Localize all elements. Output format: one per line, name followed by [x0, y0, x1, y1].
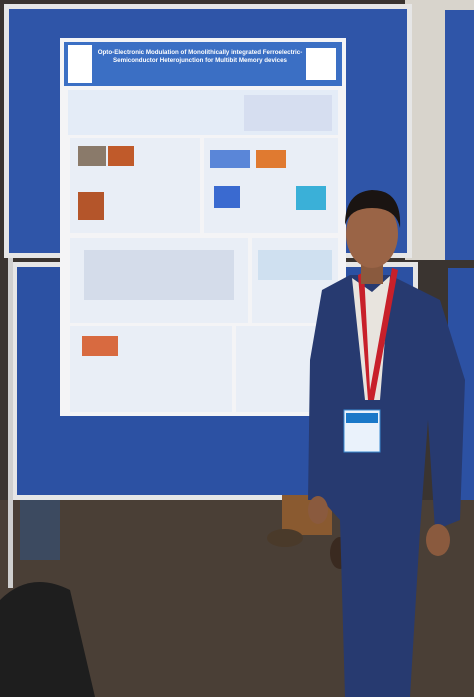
- backpack: [0, 582, 95, 697]
- poster-header: [64, 42, 342, 86]
- figure: [258, 250, 332, 280]
- shoe: [267, 529, 303, 547]
- logo: [68, 45, 92, 83]
- logo: [306, 48, 336, 80]
- figure: [214, 186, 240, 208]
- face: [346, 200, 398, 268]
- figure: [84, 250, 234, 300]
- figure: [244, 95, 332, 131]
- board-leg: [8, 258, 13, 588]
- figure: [82, 336, 118, 356]
- badge-header: [346, 413, 378, 423]
- figure: [78, 192, 104, 220]
- hand: [426, 524, 450, 556]
- figure: [296, 186, 326, 210]
- lanyard: [358, 268, 398, 400]
- figure: [256, 150, 286, 168]
- neck: [361, 262, 383, 284]
- poster-board: [445, 10, 474, 260]
- hair: [345, 190, 401, 228]
- figure: [108, 146, 134, 166]
- person-legs: [20, 500, 60, 560]
- poster-title: Opto-Electronic Modulation of Monolithic…: [98, 49, 303, 56]
- suit: [308, 275, 465, 697]
- hand: [308, 496, 328, 524]
- figure: [78, 146, 106, 166]
- poster-title: Semiconductor Heterojunction for Multibi…: [113, 57, 288, 64]
- figure: [210, 150, 250, 168]
